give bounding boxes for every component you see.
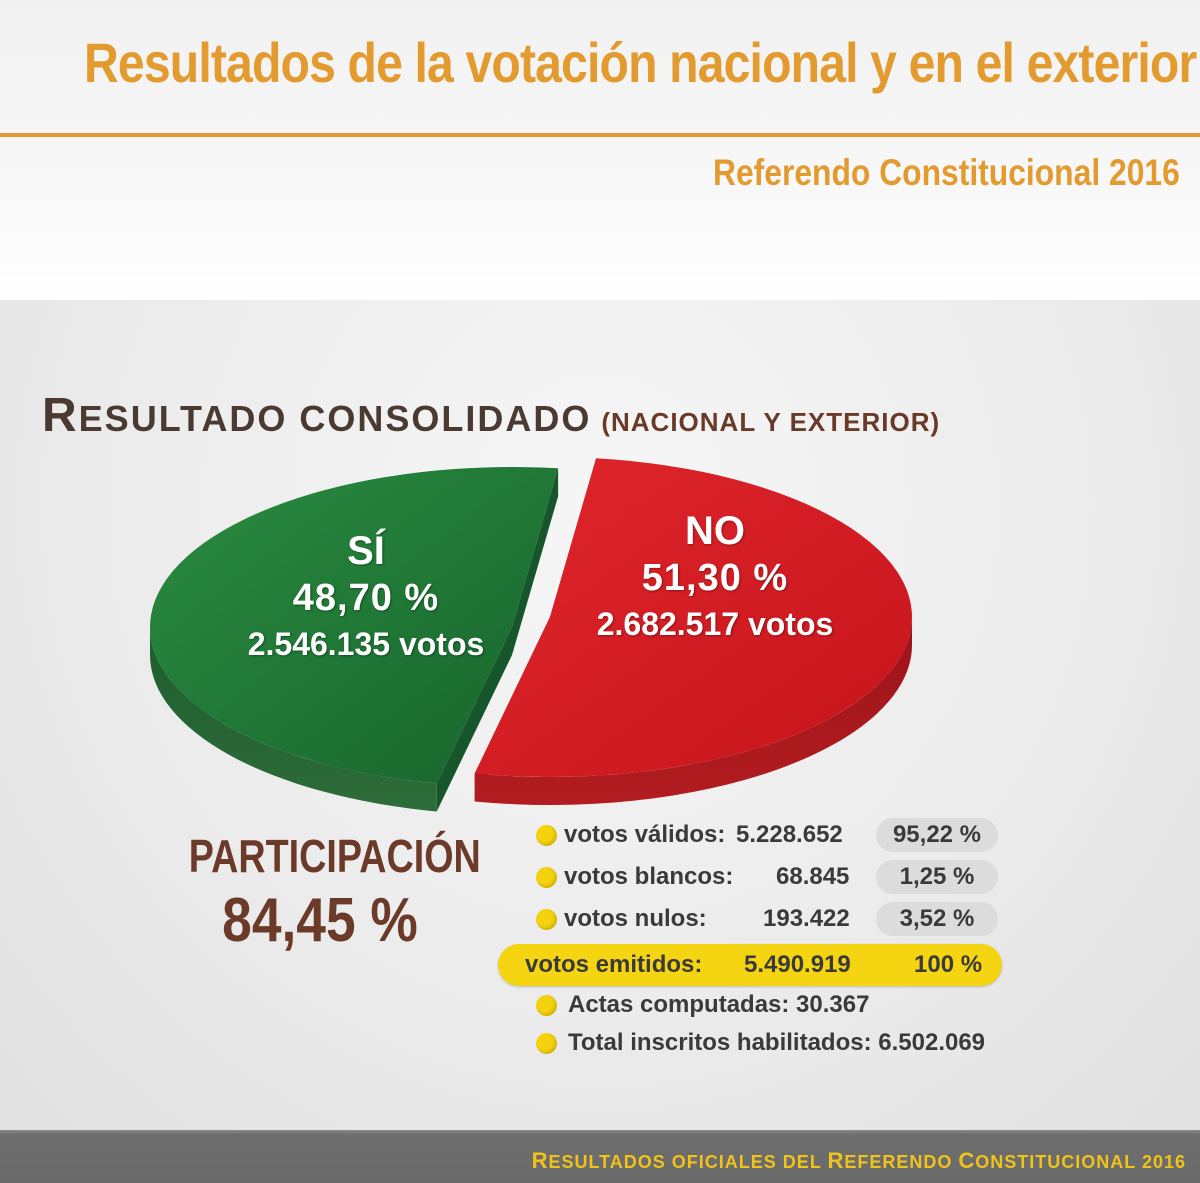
footer-text-part: onstitucional 2016 (975, 1152, 1186, 1172)
stat-validos-label: votos válidos: (564, 821, 726, 848)
page-title: Resultados de la votación nacional y en … (84, 31, 1197, 94)
stat-blancos-value: 68.845 (776, 863, 850, 890)
participation-block: PARTICIPACIÓN 84,45 % (160, 826, 481, 956)
slice-name-si: SÍ (347, 529, 385, 573)
pie-slice-si-edge (512, 468, 559, 655)
footer-text-part: eferendo (844, 1152, 959, 1172)
stat-validos-value: 5.228.652 (736, 821, 843, 848)
emitidos-highlight: votos emitidos: 5.490.919 100 % (498, 944, 1002, 986)
pie-slice-si (149, 466, 559, 784)
footer-cap: R (531, 1148, 549, 1173)
footer-bar (0, 1130, 1200, 1183)
slice-votes-si: 2.546.135 votos (247, 626, 485, 662)
participation-label: PARTICIPACIÓN (188, 830, 481, 882)
stat-validos-pct: 95,22 % (876, 818, 998, 852)
section-title: Resultado consolidado (nacional y exterio… (42, 388, 940, 443)
stat-nulos-pct: 3,52 % (876, 902, 998, 936)
slice-votes-no: 2.682.517 votos (596, 606, 834, 642)
bullet-icon (536, 995, 557, 1016)
pie-label-si: SÍ 48,70 % 2.546.135 votos (238, 528, 494, 666)
participation-value: 84,45 % (222, 886, 418, 955)
section-title-text: esultado consolidado (78, 398, 592, 439)
footer-cap: C (958, 1148, 976, 1173)
slice-name-no: NO (685, 509, 745, 553)
stat-nulos-label: votos nulos: (564, 905, 707, 932)
header-background (0, 0, 1200, 300)
stat-inscritos: Total inscritos habilitados: 6.502.069 (568, 1029, 986, 1056)
bullet-icon (536, 1033, 557, 1054)
stat-blancos-pct: 1,25 % (876, 860, 998, 894)
bullet-icon (536, 825, 557, 846)
stat-nulos-value: 193.422 (763, 905, 850, 932)
stat-emitidos-pct: 100 % (914, 951, 983, 978)
footer-text: Resultados oficiales del Referendo Const… (532, 1148, 1186, 1174)
slice-percent-si: 48,70 % (292, 577, 440, 619)
stat-blancos-label: votos blancos: (564, 863, 734, 890)
footer-cap: R (827, 1148, 845, 1173)
header-divider (0, 133, 1200, 137)
page-subtitle: Referendo Constitucional 2016 (713, 152, 1180, 193)
stat-actas: Actas computadas: 30.367 (568, 991, 870, 1018)
bullet-icon (536, 909, 557, 930)
stat-emitidos-label: votos emitidos: (525, 951, 703, 978)
pie-slice-no-side (474, 617, 912, 805)
section-title-initial: R (42, 389, 79, 442)
pie-slice-si-edge (436, 627, 512, 812)
footer-text-part: esultados oficiales del (548, 1152, 828, 1172)
slice-percent-no: 51,30 % (641, 557, 789, 599)
bullet-icon (536, 867, 557, 888)
pie-slice-no (474, 458, 912, 777)
section-title-paren: (nacional y exterior) (601, 407, 941, 437)
pie-slice-si-side (150, 627, 437, 812)
pie-label-no: NO 51,30 % 2.682.517 votos (586, 508, 844, 646)
stat-emitidos-value: 5.490.919 (744, 951, 851, 978)
